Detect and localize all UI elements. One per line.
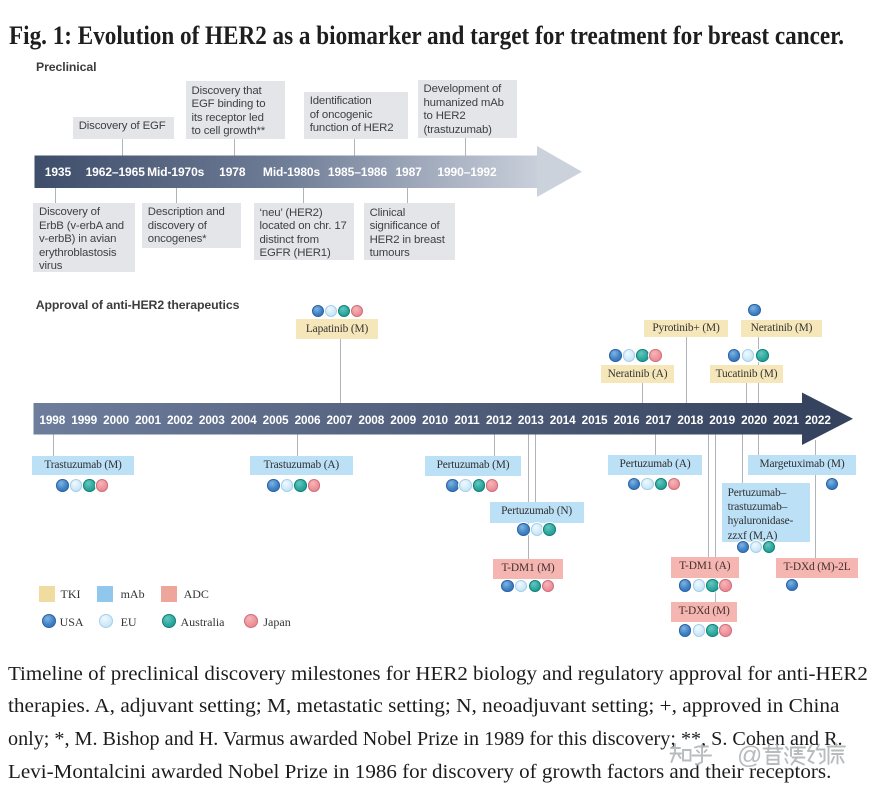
svg-text:@: @: [737, 742, 762, 770]
